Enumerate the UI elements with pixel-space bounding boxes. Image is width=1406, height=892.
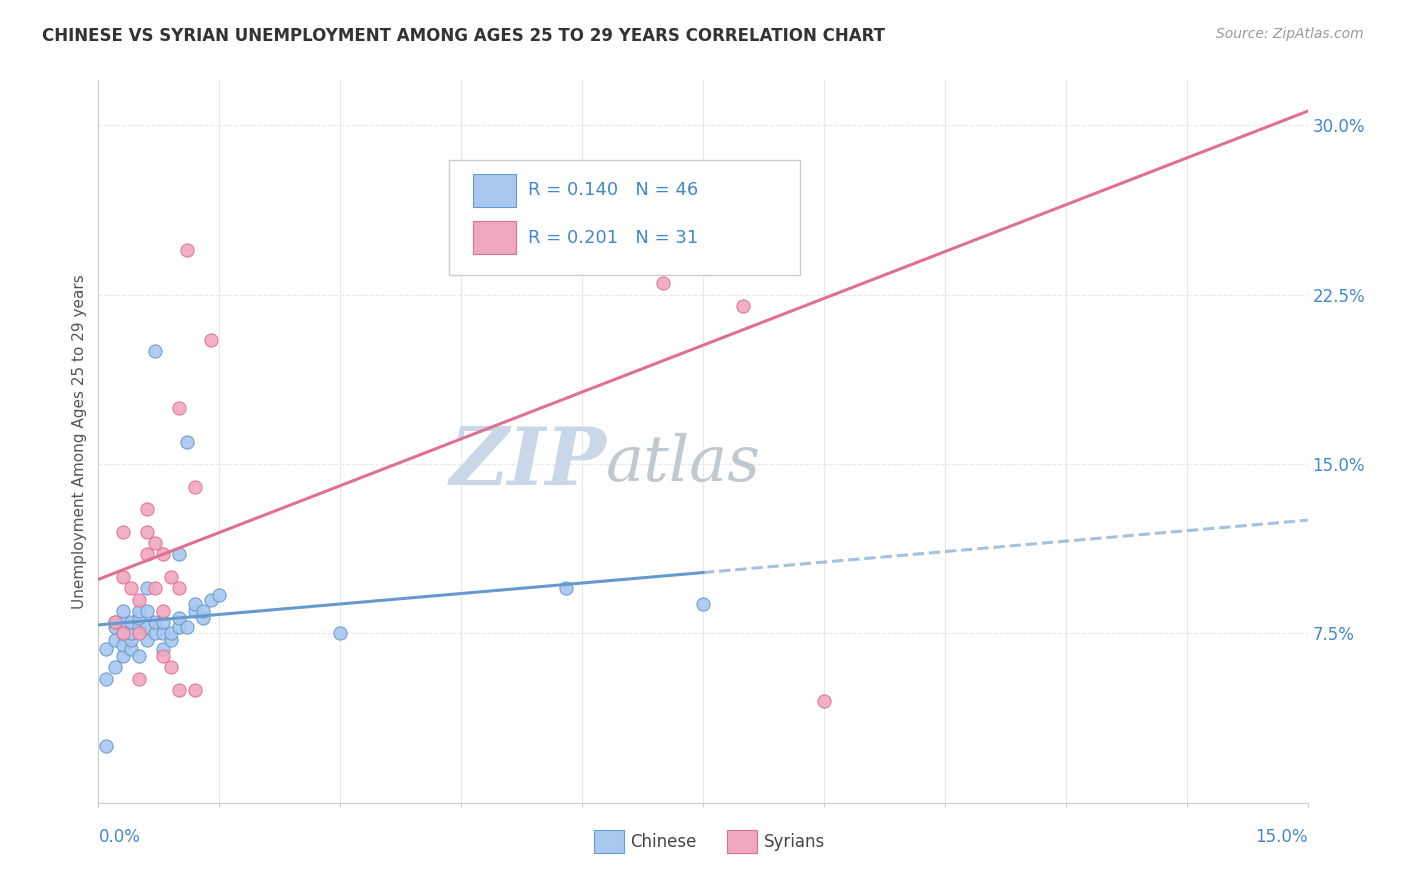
Point <box>329 626 352 640</box>
Point <box>143 582 166 596</box>
Point <box>96 739 118 754</box>
Point <box>135 620 157 634</box>
Point <box>111 615 134 630</box>
Point <box>571 253 593 268</box>
FancyBboxPatch shape <box>727 830 758 854</box>
Point <box>167 582 190 596</box>
Point <box>193 604 215 618</box>
Text: atlas: atlas <box>606 433 761 494</box>
Point <box>128 626 150 640</box>
Text: R = 0.201   N = 31: R = 0.201 N = 31 <box>527 228 697 247</box>
Point <box>167 620 190 634</box>
Point <box>184 480 207 494</box>
Point <box>143 344 166 359</box>
Point <box>733 299 755 313</box>
Point <box>176 243 198 257</box>
Point <box>152 642 174 657</box>
FancyBboxPatch shape <box>595 830 624 854</box>
Point <box>135 524 157 539</box>
Point <box>135 582 157 596</box>
Point <box>120 642 142 657</box>
Text: CHINESE VS SYRIAN UNEMPLOYMENT AMONG AGES 25 TO 29 YEARS CORRELATION CHART: CHINESE VS SYRIAN UNEMPLOYMENT AMONG AGE… <box>42 27 886 45</box>
Point <box>143 626 166 640</box>
Point <box>120 582 142 596</box>
Point <box>612 253 634 268</box>
Point <box>176 434 198 449</box>
Point <box>128 610 150 624</box>
Point <box>152 626 174 640</box>
Point <box>103 633 125 648</box>
Point <box>111 626 134 640</box>
Point <box>491 163 513 178</box>
Point <box>128 604 150 618</box>
Text: R = 0.140   N = 46: R = 0.140 N = 46 <box>527 181 697 199</box>
Point <box>160 660 183 674</box>
Point <box>651 277 673 291</box>
Point <box>176 620 198 634</box>
Point <box>128 672 150 686</box>
Point <box>103 615 125 630</box>
FancyBboxPatch shape <box>474 221 516 253</box>
Point <box>120 626 142 640</box>
Point <box>160 633 183 648</box>
Point <box>184 597 207 611</box>
Point <box>208 588 231 602</box>
Point <box>96 672 118 686</box>
Point <box>120 633 142 648</box>
FancyBboxPatch shape <box>474 174 516 207</box>
Point <box>184 682 207 697</box>
Text: Chinese: Chinese <box>630 833 697 851</box>
Point <box>555 582 578 596</box>
Point <box>111 570 134 584</box>
Point <box>120 615 142 630</box>
Point <box>167 682 190 697</box>
Point <box>103 615 125 630</box>
Point <box>111 626 134 640</box>
Point <box>128 648 150 663</box>
Point <box>96 642 118 657</box>
Point <box>135 633 157 648</box>
Point <box>184 604 207 618</box>
Point <box>135 548 157 562</box>
Point <box>135 604 157 618</box>
Text: ZIP: ZIP <box>450 425 606 502</box>
Point <box>200 333 222 347</box>
Point <box>193 610 215 624</box>
Point <box>143 536 166 550</box>
Point <box>103 660 125 674</box>
Y-axis label: Unemployment Among Ages 25 to 29 years: Unemployment Among Ages 25 to 29 years <box>72 274 87 609</box>
Point <box>128 592 150 607</box>
Point <box>143 615 166 630</box>
Point <box>167 548 190 562</box>
Point <box>103 620 125 634</box>
Point <box>813 694 835 708</box>
Text: 0.0%: 0.0% <box>98 828 141 846</box>
Point <box>152 648 174 663</box>
Point <box>152 615 174 630</box>
Text: 15.0%: 15.0% <box>1256 828 1308 846</box>
Point <box>111 524 134 539</box>
Text: Syrians: Syrians <box>763 833 825 851</box>
Point <box>152 548 174 562</box>
FancyBboxPatch shape <box>449 160 800 276</box>
Point <box>152 604 174 618</box>
Point <box>111 648 134 663</box>
Point <box>692 597 714 611</box>
Point <box>111 638 134 652</box>
Text: Source: ZipAtlas.com: Source: ZipAtlas.com <box>1216 27 1364 41</box>
Point <box>160 570 183 584</box>
Point <box>111 604 134 618</box>
Point <box>160 626 183 640</box>
Point <box>167 610 190 624</box>
Point <box>167 401 190 415</box>
Point <box>128 620 150 634</box>
Point <box>200 592 222 607</box>
Point <box>135 502 157 516</box>
